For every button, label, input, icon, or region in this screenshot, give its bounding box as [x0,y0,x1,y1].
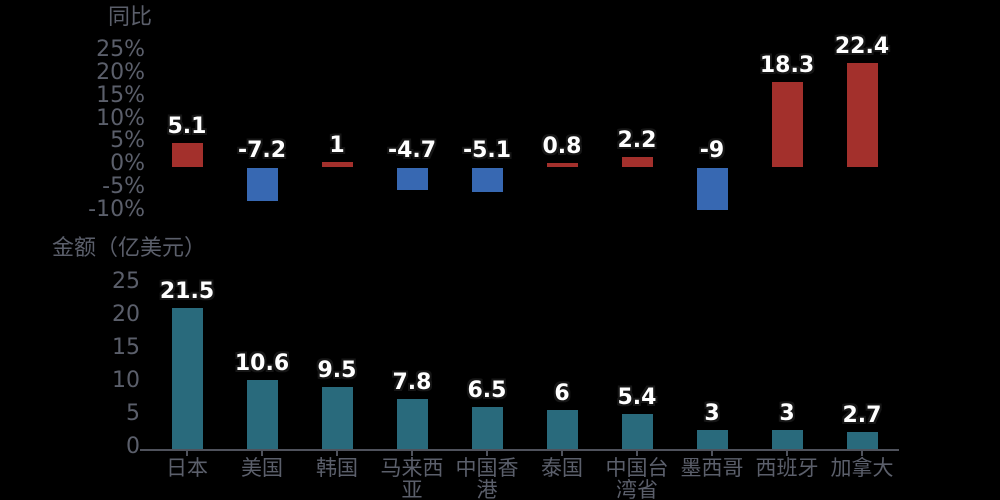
amount-category-label-2: 韩国 [316,456,358,480]
yoy-bar-1-美国 [246,168,278,201]
amount-ytick-10: 10 [112,368,140,393]
yoy-value-label-0: 5.1 [167,114,207,139]
amount-value-label-8: 3 [779,401,795,426]
yoy-value-label-4: -5.1 [462,138,512,163]
amount-ytick-15: 15 [112,335,140,360]
amount-xtick-0 [186,451,188,456]
amount-bar-0-日本 [171,308,203,450]
amount-value-label-1: 10.6 [234,351,290,376]
amount-bar-2-韩国 [321,387,353,450]
yoy-bar-0-日本 [171,143,203,167]
amount-category-label-1: 美国 [241,456,283,480]
amount-value-label-2: 9.5 [317,358,357,383]
yoy-value-label-2: 1 [329,133,345,158]
yoy-value-label-6: 2.2 [617,128,657,153]
yoy-ytick-15: 15% [96,82,145,108]
amount-value-label-5: 6 [554,381,570,406]
yoy-bar-5-泰国 [546,163,578,167]
yoy-value-label-3: -4.7 [387,138,437,163]
amount-xtick-8 [786,451,788,456]
amount-bar-7-墨西哥 [696,430,728,450]
amount-value-label-3: 7.8 [392,370,432,395]
yoy-ytick-5: 5% [110,128,145,154]
yoy-ytick-10: 10% [96,105,145,131]
yoy-bar-2-韩国 [321,162,353,167]
amount-bar-8-西班牙 [771,430,803,450]
yoy-bar-3-马来西亚 [396,168,428,190]
amount-ytick-25: 25 [112,269,140,294]
yoy-ytick--5: -5% [102,173,145,199]
yoy-value-label-7: -9 [699,138,725,163]
yoy-value-label-9: 22.4 [834,34,890,59]
amount-bar-5-泰国 [546,410,578,450]
amount-bar-4-中国香港 [471,407,503,450]
yoy-ytick--10: -10% [88,196,145,222]
yoy-ytick-0: 0% [110,151,145,176]
amount-category-label-7: 墨西哥 [680,456,744,480]
yoy-value-label-5: 0.8 [542,134,582,159]
amount-xtick-2 [336,451,338,456]
yoy-value-label-8: 18.3 [759,53,815,78]
amount-value-label-4: 6.5 [467,378,507,403]
amount-xtick-9 [861,451,863,456]
yoy-ytick-20: 20% [96,60,145,85]
amount-value-label-9: 2.7 [842,403,882,428]
amount-category-label-5: 泰国 [541,456,583,480]
yoy-bar-7-墨西哥 [696,168,728,210]
amount-value-label-7: 3 [704,401,720,426]
amount-category-label-4: 中国香 港 [455,456,519,500]
amount-ytick-20: 20 [112,302,140,327]
amount-category-label-8: 西班牙 [755,456,819,480]
amount-bar-6-中国台湾省 [621,414,653,450]
amount-ytick-0: 0 [126,434,140,459]
amount-value-label-6: 5.4 [617,385,657,410]
amount-xtick-3 [411,451,413,456]
amount-xtick-7 [711,451,713,456]
amount-value-label-0: 21.5 [159,279,215,304]
amount-category-label-9: 加拿大 [830,456,894,480]
amount-category-label-0: 日本 [166,456,208,480]
yoy-bar-9-加拿大 [846,63,878,167]
amount-xtick-1 [261,451,263,456]
amount-bar-3-马来西亚 [396,399,428,450]
amount-ytick-5: 5 [126,401,140,426]
amount-x-axis-line [140,449,899,451]
amount-xtick-5 [561,451,563,456]
yoy-bar-8-西班牙 [771,82,803,167]
yoy-bar-4-中国香港 [471,168,503,192]
amount-xtick-6 [636,451,638,456]
yoy-value-label-1: -7.2 [237,138,287,163]
amount-chart-title: 金额（亿美元） [52,236,207,261]
yoy-chart-title: 同比 [108,5,153,30]
amount-category-label-3: 马来西 亚 [380,456,444,500]
amount-category-label-6: 中国台 湾省 [605,456,669,500]
yoy-ytick-25: 25% [96,37,145,63]
amount-xtick-4 [486,451,488,456]
amount-bar-1-美国 [246,380,278,450]
amount-bar-9-加拿大 [846,432,878,450]
yoy-bar-6-中国台湾省 [621,157,653,167]
